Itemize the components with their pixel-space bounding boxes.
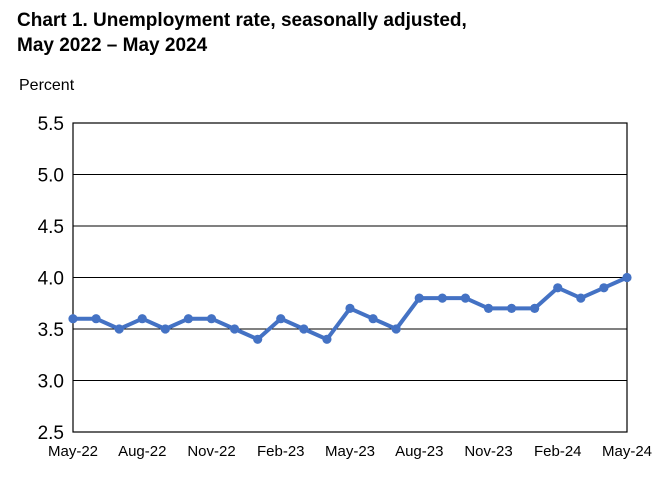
data-point (160, 324, 170, 334)
x-tick-label: Feb-23 (257, 443, 305, 460)
x-tick-label: Aug-23 (395, 443, 443, 460)
grid-lines (73, 174, 627, 381)
x-tick-labels: May-22 Aug-22 Nov-22 Feb-23 May-23 Aug-23 Nov-… (48, 443, 652, 460)
x-tick-label: May-22 (48, 443, 98, 460)
data-point (183, 314, 194, 324)
data-point (530, 303, 540, 313)
y-tick-label: 2.5 (38, 423, 64, 444)
x-tick-label: Nov-22 (187, 443, 235, 460)
y-tick-label: 3.0 (38, 372, 64, 393)
data-point (299, 324, 309, 334)
data-point (622, 272, 632, 283)
data-point (206, 314, 217, 324)
data-point (599, 283, 609, 293)
data-point (483, 303, 494, 313)
y-tick-label: 5.5 (38, 114, 64, 135)
data-point (91, 314, 101, 324)
chart-title: Chart 1. Unemployment rate, seasonally a… (17, 8, 467, 58)
data-point (576, 293, 586, 303)
x-tick-label: May-23 (325, 443, 375, 460)
data-point (322, 334, 332, 344)
x-tick-label: Feb-24 (534, 443, 582, 460)
y-tick-label: 5.0 (38, 166, 64, 187)
data-point (437, 293, 447, 303)
data-point (391, 324, 401, 334)
chart-title-line-1: Chart 1. Unemployment rate, seasonally a… (17, 10, 467, 31)
y-tick-label: 4.5 (38, 217, 64, 238)
x-tick-label: May-24 (602, 443, 652, 460)
data-point (553, 283, 563, 293)
data-point (229, 324, 240, 334)
x-tick-label: Aug-22 (118, 443, 166, 460)
data-point (114, 324, 124, 334)
data-point (506, 303, 517, 313)
data-point (68, 314, 78, 324)
data-point (414, 293, 424, 303)
series-layer (68, 272, 632, 344)
y-axis-label: Percent (19, 77, 75, 94)
y-tick-labels: 2.5 3.0 3.5 4.0 4.5 5.0 5.5 (38, 114, 64, 444)
y-tick-label: 3.5 (38, 320, 64, 341)
data-point (137, 314, 147, 324)
data-point (368, 314, 378, 324)
data-point (460, 293, 471, 303)
chart-title-line-2: May 2022 – May 2024 (17, 35, 208, 56)
y-tick-label: 4.0 (38, 269, 64, 290)
data-point (276, 314, 286, 324)
data-point (253, 334, 263, 344)
data-point (345, 303, 355, 313)
x-tick-label: Nov-23 (464, 443, 512, 460)
